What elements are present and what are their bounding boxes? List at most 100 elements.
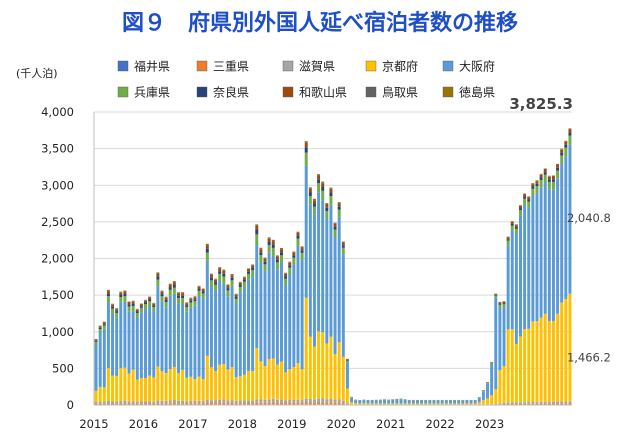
bar-segment <box>127 311 131 374</box>
bar-segment <box>176 403 180 405</box>
bar-segment <box>341 254 345 357</box>
bar-segment <box>436 403 440 405</box>
bar-segment <box>551 176 555 180</box>
legend-entry: 奈良県 <box>196 85 249 100</box>
y-axis-unit-label: (千人泊) <box>16 67 58 80</box>
bar-segment <box>288 399 292 403</box>
bar-segment <box>251 276 255 372</box>
bar-segment <box>267 402 271 405</box>
bar-segment <box>333 223 337 224</box>
bar-segment <box>568 132 572 136</box>
bar-stack <box>98 325 102 405</box>
bar-stack <box>321 181 325 405</box>
bar-segment <box>345 359 349 360</box>
bar-segment <box>514 234 518 344</box>
bar-segment <box>271 239 275 241</box>
bar-segment <box>317 179 321 183</box>
bar-stack <box>226 284 230 405</box>
bar-segment <box>255 224 259 226</box>
bar-segment <box>181 400 185 404</box>
bar-stack <box>296 231 300 405</box>
bar-stack <box>486 382 490 405</box>
bar-segment <box>139 307 143 313</box>
bar-segment <box>539 174 543 175</box>
bar-segment <box>308 188 312 189</box>
bar-segment <box>551 321 555 402</box>
bar-segment <box>304 165 308 298</box>
bar-stack <box>551 175 555 405</box>
bar-segment <box>325 399 329 403</box>
bar-segment <box>304 297 308 399</box>
bar-segment <box>527 328 531 403</box>
bar-segment <box>300 402 304 405</box>
bar-segment <box>325 343 329 400</box>
bar-segment <box>94 403 98 405</box>
bar-stack <box>362 399 366 405</box>
bar-segment <box>280 361 283 400</box>
bar-stack <box>523 193 527 405</box>
bar-segment <box>106 291 110 294</box>
bar-segment <box>168 400 172 404</box>
bar-segment <box>337 203 341 207</box>
legend-entry: 兵庫県 <box>117 86 170 100</box>
bar-segment <box>556 165 560 168</box>
bar-segment <box>271 247 275 256</box>
bar-segment <box>506 245 510 330</box>
bar-stack <box>370 399 374 405</box>
bar-segment <box>527 199 531 202</box>
bar-segment <box>300 246 304 247</box>
bar-segment <box>267 399 271 403</box>
bar-segment <box>288 273 292 370</box>
bar-segment <box>556 163 560 165</box>
bar-segment <box>564 156 568 300</box>
bar-segment <box>391 403 395 405</box>
bar-stack <box>308 187 312 405</box>
bar-segment <box>547 176 551 177</box>
bar-segment <box>321 398 325 403</box>
bar-segment <box>222 270 226 271</box>
bar-segment <box>259 361 263 400</box>
bar-segment <box>486 382 490 384</box>
bar-segment <box>531 321 535 402</box>
bar-segment <box>551 181 555 190</box>
bar-segment <box>308 336 312 399</box>
bar-segment <box>284 278 288 285</box>
bar-segment <box>230 277 234 281</box>
bar-segment <box>568 401 572 404</box>
bar-segment <box>189 307 193 377</box>
bar-segment <box>531 186 535 189</box>
bar-segment <box>288 262 292 266</box>
bar-stack <box>242 276 246 405</box>
bar-segment <box>321 402 325 405</box>
bar-segment <box>317 174 321 176</box>
bar-stack <box>333 222 337 405</box>
bar-segment <box>514 225 518 228</box>
bar-segment <box>564 144 568 148</box>
bar-segment <box>535 321 539 402</box>
bar-segment <box>551 189 555 322</box>
bar-stack <box>469 399 473 405</box>
bar-segment <box>465 400 469 404</box>
bar-segment <box>164 403 168 405</box>
bar-segment <box>560 302 564 402</box>
bar-segment <box>242 403 246 405</box>
bar-segment <box>94 401 98 404</box>
bar-segment <box>205 355 209 400</box>
bar-segment <box>551 401 555 404</box>
bar-segment <box>543 169 547 173</box>
bar-segment <box>156 286 160 367</box>
bar-stack <box>395 398 399 405</box>
bar-segment <box>329 398 333 403</box>
bar-segment <box>514 227 518 229</box>
y-tick-label: 2,500 <box>41 215 74 229</box>
bar-segment <box>94 343 98 391</box>
bar-stack <box>201 288 205 405</box>
bar-segment <box>329 196 333 205</box>
bar-segment <box>181 403 185 405</box>
bar-stack <box>556 163 560 405</box>
bar-segment <box>490 364 494 396</box>
bar-stack <box>251 264 255 405</box>
bar-segment <box>556 313 560 402</box>
bar-segment <box>193 300 197 306</box>
bar-stack <box>144 299 147 405</box>
